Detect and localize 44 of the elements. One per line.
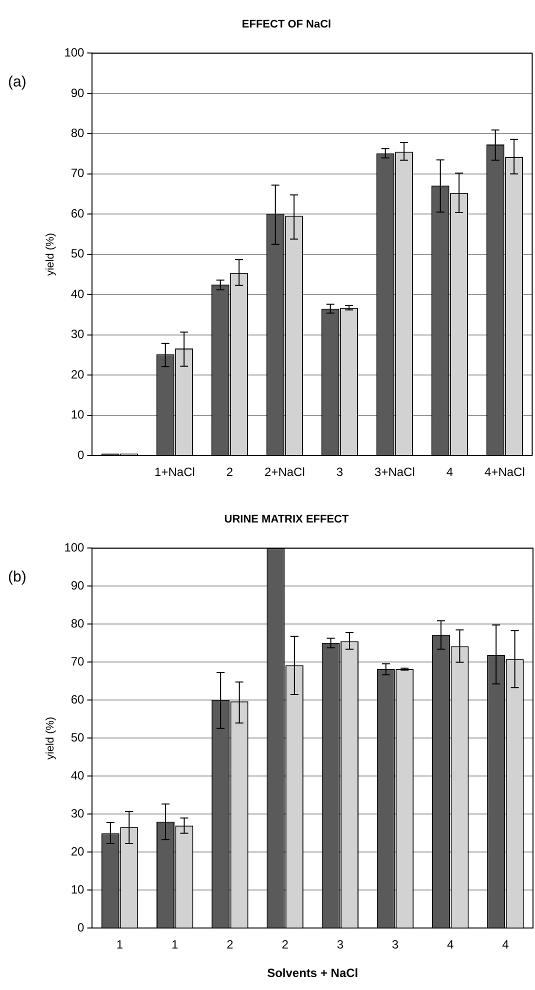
x-tick-label: 1 bbox=[172, 938, 179, 952]
y-tick-label: 40 bbox=[70, 286, 85, 301]
chart-title: URINE MATRIX EFFECT bbox=[224, 514, 350, 526]
y-tick-label: 20 bbox=[70, 367, 85, 382]
x-tick-label: 2 bbox=[226, 465, 234, 480]
x-tick-label: 1 bbox=[116, 938, 124, 952]
y-tick-label: 0 bbox=[78, 920, 85, 935]
y-tick-label: 70 bbox=[70, 654, 85, 669]
y-tick-label: 70 bbox=[70, 166, 85, 180]
x-tick-label: 2+NaCl bbox=[264, 465, 305, 480]
x-tick-label: 4 bbox=[446, 465, 454, 480]
chart-title: EFFECT OF NaCl bbox=[242, 18, 332, 31]
y-tick-label: 100 bbox=[64, 540, 85, 555]
y-tick-label: 60 bbox=[70, 206, 85, 220]
y-axis-title: yield (%) bbox=[44, 716, 57, 760]
x-tick-label: 1+NaCl bbox=[154, 465, 195, 480]
x-tick-label: 4 bbox=[447, 938, 454, 952]
x-tick-label: 3 bbox=[336, 465, 344, 480]
x-axis-title: Solvents + NaCl bbox=[267, 966, 358, 980]
y-tick-label: 50 bbox=[70, 246, 85, 261]
x-tick-label: 4 bbox=[502, 938, 510, 952]
y-tick-label: 50 bbox=[70, 730, 85, 745]
y-tick-label: 90 bbox=[70, 86, 85, 100]
y-tick-label: 40 bbox=[70, 768, 85, 783]
y-tick-label: 30 bbox=[70, 327, 85, 342]
text: (a) bbox=[8, 74, 26, 91]
text: (b) bbox=[8, 568, 26, 586]
y-tick-label: 60 bbox=[70, 692, 85, 707]
y-tick-label: 10 bbox=[70, 882, 85, 897]
x-tick-label: 3 bbox=[392, 938, 399, 952]
y-tick-label: 100 bbox=[64, 46, 85, 60]
y-tick-label: 20 bbox=[70, 844, 85, 859]
y-tick-label: 80 bbox=[70, 616, 85, 631]
x-tick-label: 3 bbox=[336, 938, 344, 952]
x-tick-label: 3+NaCl bbox=[374, 465, 415, 480]
x-tick-label: 4+NaCl bbox=[484, 465, 525, 480]
x-tick-label: 2 bbox=[226, 938, 234, 952]
y-tick-label: 10 bbox=[70, 408, 85, 422]
y-axis-title: yield (%) bbox=[44, 233, 57, 276]
y-tick-label: 0 bbox=[78, 448, 85, 462]
x-tick-label: 2 bbox=[282, 938, 289, 952]
y-tick-label: 30 bbox=[70, 806, 85, 821]
y-tick-label: 90 bbox=[70, 578, 85, 593]
y-tick-label: 80 bbox=[70, 126, 85, 140]
